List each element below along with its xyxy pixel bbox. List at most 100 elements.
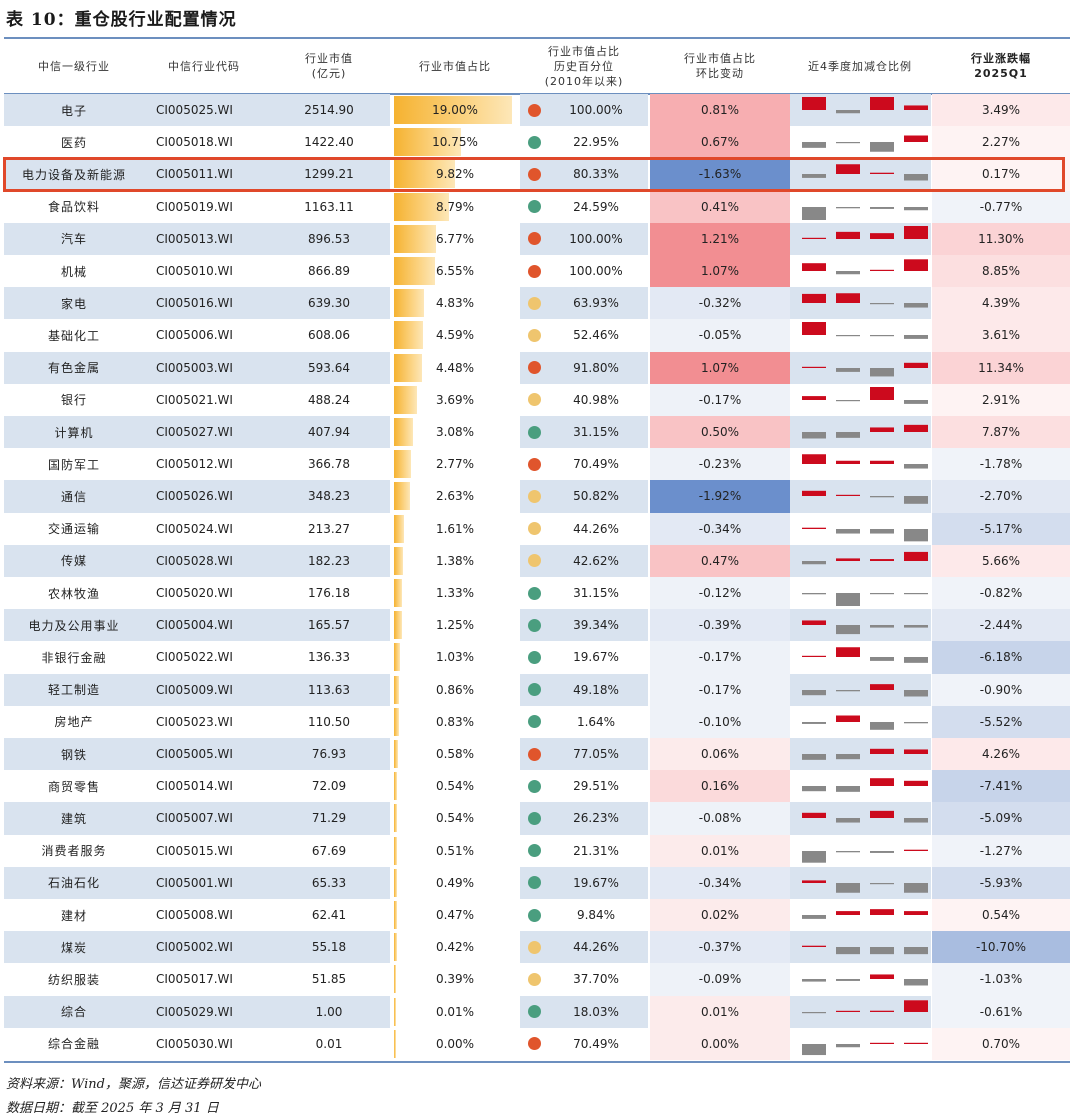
industry-code: CI005016.WI bbox=[156, 296, 233, 311]
share-bar bbox=[394, 224, 437, 253]
quarter-bars bbox=[802, 551, 928, 565]
percentile-value: 42.62% bbox=[573, 553, 619, 568]
table-row: 石油石化 CI005001.WI 65.33 0.49% 19.67% -0.34% -5.… bbox=[4, 866, 1070, 899]
industry-code: CI005017.WI bbox=[156, 972, 233, 987]
row-band bbox=[520, 158, 648, 191]
row-band bbox=[520, 673, 648, 706]
percentile-dot-cell bbox=[520, 738, 548, 770]
quarter-bar bbox=[870, 528, 894, 534]
quarter-bar bbox=[802, 945, 826, 948]
share-change: -0.34% bbox=[650, 866, 790, 899]
industry-name: 国防军工 bbox=[47, 457, 100, 472]
share-value: 9.82% bbox=[435, 167, 475, 182]
quarter-bar bbox=[870, 386, 894, 400]
industry-code: CI005029.WI bbox=[156, 1004, 233, 1019]
quarter-bar bbox=[904, 818, 928, 823]
industry-return: -2.44% bbox=[932, 609, 1070, 642]
quarter-bar bbox=[904, 206, 928, 210]
quarter-bar bbox=[870, 721, 894, 730]
row-band bbox=[4, 866, 390, 899]
percentile-value: 26.23% bbox=[573, 811, 619, 826]
table-row: 电力及公用事业 CI005004.WI 165.57 1.25% 39.34% -0.39… bbox=[4, 609, 1070, 642]
share-value: 0.58% bbox=[435, 747, 475, 762]
industry-name: 建筑 bbox=[60, 811, 87, 826]
share-change: -0.34% bbox=[650, 512, 790, 545]
share-bar bbox=[394, 450, 412, 479]
percentile-dot-cell bbox=[520, 255, 548, 287]
quarter-bar bbox=[836, 293, 860, 304]
percentile-value: 91.80% bbox=[573, 360, 619, 375]
industry-code: CI005005.WI bbox=[156, 747, 233, 762]
table-row: 商贸零售 CI005014.WI 72.09 0.54% 29.51% 0.16% -7.4… bbox=[4, 770, 1070, 803]
percentile-dot-cell bbox=[520, 1028, 548, 1060]
share-cell: 1.33% bbox=[392, 577, 518, 609]
row-band bbox=[4, 158, 390, 191]
percentile-value: 77.05% bbox=[573, 747, 619, 762]
industry-name: 食品饮料 bbox=[47, 200, 100, 215]
share-change: -0.37% bbox=[650, 931, 790, 964]
table-top-rule bbox=[4, 37, 1070, 39]
industry-code: CI005012.WI bbox=[156, 457, 233, 472]
quarter-bar bbox=[904, 105, 928, 110]
quarter-bar bbox=[904, 780, 928, 787]
share-bar bbox=[394, 740, 398, 768]
percentile-value: 29.51% bbox=[573, 779, 619, 794]
table-row: 钢铁 CI005005.WI 76.93 0.58% 77.05% 0.06% 4.26% bbox=[4, 738, 1070, 771]
row-band bbox=[4, 673, 390, 706]
industry-code: CI005007.WI bbox=[156, 811, 233, 826]
market-value: 62.41 bbox=[311, 908, 347, 923]
quarter-bar bbox=[802, 263, 826, 271]
share-bar bbox=[394, 643, 401, 672]
table-row: 有色金属 CI005003.WI 593.64 4.48% 91.80% 1.07% 11.… bbox=[4, 351, 1070, 384]
market-value: 366.78 bbox=[308, 457, 350, 472]
row-band bbox=[4, 222, 390, 255]
share-value: 0.00% bbox=[435, 1036, 475, 1051]
header-industry: 中信一级行业 bbox=[38, 59, 110, 73]
industry-return: -2.70% bbox=[932, 480, 1070, 513]
share-bar bbox=[394, 965, 397, 994]
share-change: -0.17% bbox=[650, 641, 790, 674]
percentile-value: 9.84% bbox=[576, 908, 616, 923]
quarter-bar bbox=[836, 110, 860, 114]
quarter-bar bbox=[836, 399, 860, 401]
quarter-bar bbox=[836, 335, 860, 337]
industry-return: -0.82% bbox=[932, 577, 1070, 610]
quarter-bar bbox=[904, 689, 928, 697]
quarter-bar bbox=[802, 294, 826, 304]
quarter-changes bbox=[794, 191, 929, 223]
quarter-bar bbox=[904, 979, 928, 986]
share-bar bbox=[394, 192, 449, 221]
quarter-bar bbox=[904, 399, 928, 404]
industry-return: 5.66% bbox=[932, 544, 1070, 577]
quarter-changes bbox=[794, 513, 929, 545]
quarter-bar bbox=[904, 749, 928, 754]
share-value: 1.25% bbox=[435, 618, 475, 633]
industry-code: CI005010.WI bbox=[156, 264, 233, 279]
industry-name: 石油石化 bbox=[47, 876, 100, 891]
quarter-changes bbox=[794, 996, 929, 1028]
percentile-value: 49.18% bbox=[573, 682, 619, 697]
percentile-dot-cell bbox=[520, 223, 548, 255]
quarter-bars bbox=[802, 945, 928, 955]
quarter-changes bbox=[794, 867, 929, 899]
share-bar bbox=[394, 96, 512, 124]
quarter-bars bbox=[802, 322, 928, 340]
share-bar bbox=[394, 385, 417, 414]
percentile-dot bbox=[527, 489, 541, 503]
share-change: -0.10% bbox=[650, 705, 790, 738]
header-percentile: 行业市值占比 历史百分位 (2010年以来) bbox=[544, 44, 624, 88]
percentile-dot bbox=[527, 844, 541, 858]
quarter-bar bbox=[802, 97, 826, 110]
percentile-dot-cell bbox=[520, 835, 548, 867]
percentile-value: 100.00% bbox=[569, 264, 623, 279]
share-value: 0.47% bbox=[435, 908, 475, 923]
quarter-bar bbox=[802, 689, 826, 695]
share-cell: 0.58% bbox=[392, 738, 518, 770]
table-row: 基础化工 CI005006.WI 608.06 4.59% 52.46% -0.05% 3.… bbox=[4, 319, 1070, 352]
share-bar bbox=[394, 418, 414, 446]
quarter-changes bbox=[794, 384, 929, 416]
percentile-dot-cell bbox=[520, 963, 548, 995]
quarter-bar bbox=[904, 551, 928, 561]
percentile-value: 31.15% bbox=[573, 425, 619, 440]
share-value: 0.01% bbox=[435, 1004, 475, 1019]
